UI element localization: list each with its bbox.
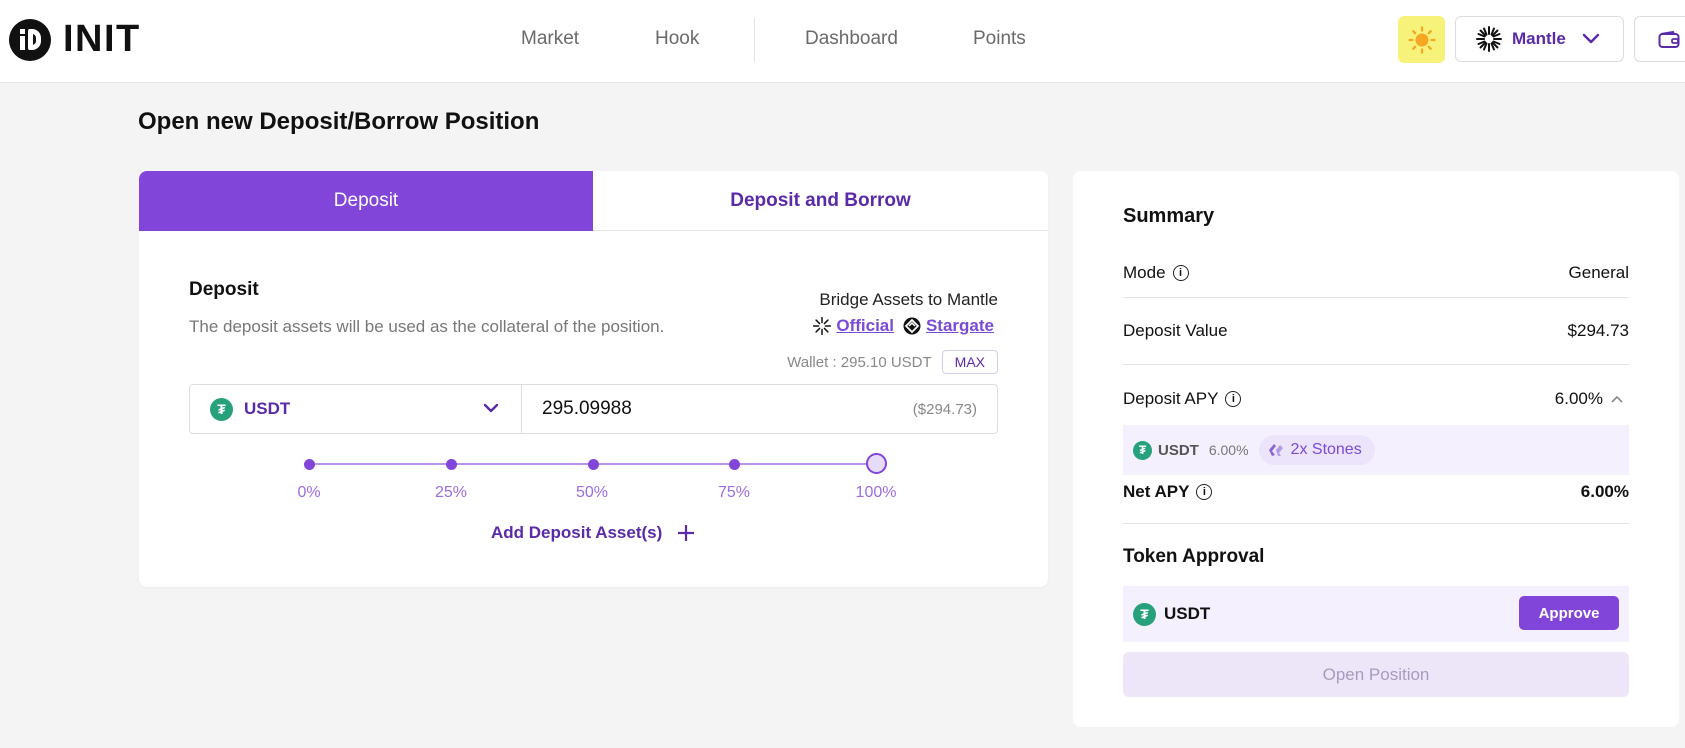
tab-deposit-and-borrow[interactable]: Deposit and Borrow: [593, 171, 1048, 231]
add-deposit-asset-button[interactable]: Add Deposit Asset(s): [491, 523, 695, 543]
stones-label: 2x Stones: [1290, 441, 1362, 458]
apy-token-pct: 6.00%: [1208, 442, 1249, 458]
summary-title: Summary: [1123, 205, 1215, 227]
deposit-apy-label: Deposit APY: [1123, 389, 1219, 408]
info-icon[interactable]: i: [1196, 484, 1213, 500]
slider-label-100[interactable]: 100%: [855, 484, 897, 501]
divider: [1123, 297, 1629, 298]
chevron-down-icon: [483, 403, 499, 413]
chevron-up-icon[interactable]: [1611, 395, 1623, 403]
brand-name: INIT: [63, 18, 141, 60]
deposit-value: $294.73: [1567, 321, 1629, 340]
bridge-title: Bridge Assets to Mantle: [819, 290, 998, 309]
slider-label-25[interactable]: 25%: [434, 484, 468, 501]
stones-badge: 2x Stones: [1258, 435, 1375, 465]
deposit-apy-breakdown: ₮ USDT 6.00% 2x Stones: [1123, 425, 1629, 475]
slider-label-75[interactable]: 75%: [717, 484, 751, 501]
chevron-down-icon: [1582, 33, 1600, 44]
slider-label-0[interactable]: 0%: [297, 484, 321, 501]
nav-market[interactable]: Market: [521, 28, 580, 49]
summary-deposit-apy-row[interactable]: Deposit APY i 6.00%: [1123, 389, 1629, 409]
net-apy-label: Net APY: [1123, 482, 1190, 501]
wallet-balance-line: Wallet : 295.10 USDT MAX: [787, 350, 998, 374]
deposit-percent-slider[interactable]: [304, 453, 887, 474]
summary-card: Summary Mode i General Deposit Value $294…: [1073, 171, 1679, 727]
slider-stop-25[interactable]: [445, 459, 457, 470]
token-approval-title-row: Token Approval: [1123, 546, 1629, 568]
slider-label-50[interactable]: 50%: [575, 484, 609, 501]
sun-icon: [1407, 25, 1436, 54]
divider: [1123, 364, 1629, 365]
theme-toggle-button[interactable]: [1398, 16, 1445, 63]
approval-token-symbol: USDT: [1164, 604, 1211, 623]
deposit-value-label: Deposit Value: [1123, 321, 1228, 340]
bridge-stargate-link[interactable]: Stargate: [925, 316, 994, 335]
deposit-amount-usd: ($294.73): [912, 400, 977, 418]
brand-logo[interactable]: INIT: [9, 18, 141, 61]
apy-token-symbol: USDT: [1158, 441, 1199, 459]
tab-deposit[interactable]: Deposit: [139, 171, 593, 231]
usdt-icon: ₮: [210, 397, 233, 421]
deposit-amount-value: 295.09988: [542, 398, 632, 419]
nav-points[interactable]: Points: [973, 28, 1026, 49]
net-apy-value: 6.00%: [1580, 482, 1629, 501]
slider-stop-0[interactable]: [304, 459, 315, 470]
stones-icon: [1268, 444, 1283, 456]
chain-selector[interactable]: Mantle: [1455, 16, 1624, 62]
init-logo-icon: [9, 18, 51, 61]
stargate-icon: [903, 317, 921, 335]
nav-divider: [754, 18, 755, 62]
page-title: Open new Deposit/Borrow Position: [138, 108, 540, 135]
summary-net-apy-row: Net APY i 6.00%: [1123, 482, 1629, 502]
mantle-icon: [1476, 26, 1502, 52]
mantle-official-icon: [813, 317, 832, 335]
nav-hook[interactable]: Hook: [655, 28, 700, 49]
mode-value: General: [1568, 263, 1629, 282]
token-approval-row: ₮ USDT Approve: [1123, 586, 1629, 642]
position-form-card: Deposit Deposit and Borrow Deposit The d…: [139, 171, 1048, 587]
mode-label: Mode: [1123, 263, 1166, 282]
slider-stop-50[interactable]: [587, 459, 599, 470]
open-position-button[interactable]: Open Position: [1123, 652, 1629, 697]
plus-icon: [678, 525, 695, 541]
slider-stop-75[interactable]: [729, 459, 741, 470]
token-selector-label: USDT: [244, 399, 291, 418]
deposit-section-title: Deposit: [189, 279, 259, 300]
slider-handle[interactable]: [866, 453, 887, 474]
info-icon[interactable]: i: [1225, 391, 1242, 407]
deposit-description: The deposit assets will be used as the c…: [189, 317, 665, 336]
usdt-icon: ₮: [1133, 602, 1156, 626]
wallet-icon: [1658, 31, 1680, 48]
wallet-button[interactable]: [1634, 16, 1685, 62]
deposit-input-row: ₮ USDT 295.09988 ($294.73): [189, 384, 998, 434]
approve-button[interactable]: Approve: [1519, 596, 1619, 630]
top-header: INIT Market Hook Dashboard Points: [0, 0, 1685, 83]
bridge-links: Official Stargate: [813, 316, 994, 336]
info-icon[interactable]: i: [1172, 265, 1189, 281]
add-deposit-asset-label: Add Deposit Asset(s): [491, 523, 663, 542]
token-selector[interactable]: ₮ USDT: [190, 385, 522, 433]
token-approval-title: Token Approval: [1123, 546, 1265, 567]
nav-dashboard[interactable]: Dashboard: [805, 28, 898, 49]
deposit-apy-value: 6.00%: [1554, 389, 1603, 408]
divider: [1123, 523, 1629, 524]
max-button[interactable]: MAX: [941, 350, 998, 374]
summary-mode-row: Mode i General: [1123, 263, 1629, 283]
bridge-official-link[interactable]: Official: [836, 316, 894, 335]
summary-deposit-value-row: Deposit Value $294.73: [1123, 321, 1629, 341]
wallet-balance: Wallet : 295.10 USDT: [787, 353, 932, 371]
usdt-icon: ₮: [1133, 440, 1152, 460]
deposit-amount-input[interactable]: 295.09988 ($294.73): [522, 385, 997, 433]
chain-label: Mantle: [1512, 29, 1566, 48]
